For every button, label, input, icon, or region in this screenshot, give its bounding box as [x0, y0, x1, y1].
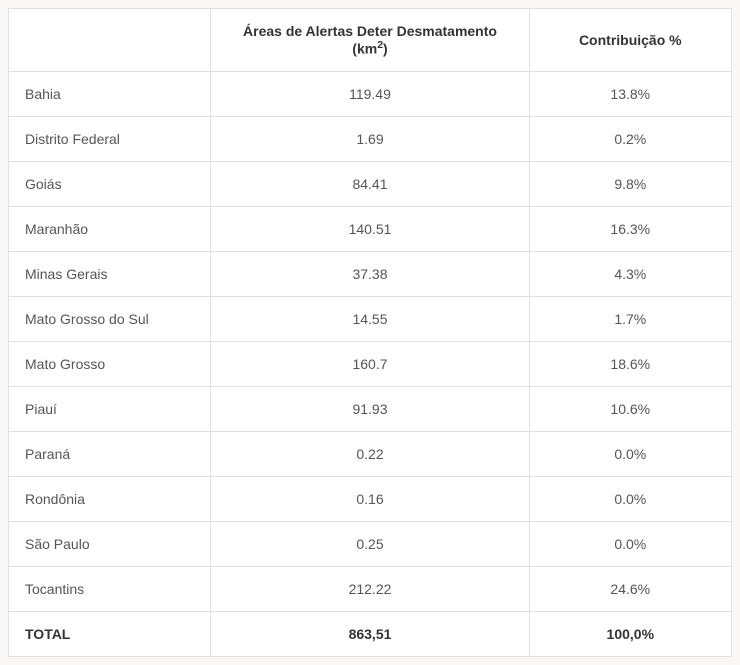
- cell-pct: 0.0%: [529, 431, 731, 476]
- cell-pct: 4.3%: [529, 251, 731, 296]
- header-area-suffix: ): [383, 41, 388, 57]
- cell-state: Tocantins: [9, 566, 211, 611]
- cell-area: 0.25: [211, 521, 529, 566]
- header-area: Áreas de Alertas Deter Desmatamento (km2…: [211, 9, 529, 72]
- cell-pct: 24.6%: [529, 566, 731, 611]
- table-row: Mato Grosso do Sul14.551.7%: [9, 296, 732, 341]
- cell-state: Mato Grosso: [9, 341, 211, 386]
- table-row: Bahia119.4913.8%: [9, 71, 732, 116]
- cell-pct: 0.2%: [529, 116, 731, 161]
- table-row: Distrito Federal1.690.2%: [9, 116, 732, 161]
- table-row: São Paulo0.250.0%: [9, 521, 732, 566]
- cell-pct: 1.7%: [529, 296, 731, 341]
- table-row: Goiás84.419.8%: [9, 161, 732, 206]
- cell-state: Minas Gerais: [9, 251, 211, 296]
- header-pct: Contribuição %: [529, 9, 731, 72]
- table-row: Paraná0.220.0%: [9, 431, 732, 476]
- cell-state: Paraná: [9, 431, 211, 476]
- cell-state: Maranhão: [9, 206, 211, 251]
- cell-area: 160.7: [211, 341, 529, 386]
- cell-pct: 9.8%: [529, 161, 731, 206]
- table-row: Mato Grosso160.718.6%: [9, 341, 732, 386]
- cell-pct: 18.6%: [529, 341, 731, 386]
- cell-state: Rondônia: [9, 476, 211, 521]
- cell-pct: 16.3%: [529, 206, 731, 251]
- cell-area: 212.22: [211, 566, 529, 611]
- cell-pct: 13.8%: [529, 71, 731, 116]
- cell-state: Goiás: [9, 161, 211, 206]
- table-row: Maranhão140.5116.3%: [9, 206, 732, 251]
- deforestation-table: Áreas de Alertas Deter Desmatamento (km 2…: [8, 8, 732, 657]
- cell-state: Bahia: [9, 71, 211, 116]
- cell-pct: 0.0%: [529, 521, 731, 566]
- table-total-row: TOTAL863,51100,0%: [9, 611, 732, 656]
- table-row: Rondônia0.160.0%: [9, 476, 732, 521]
- header-blank: [9, 9, 211, 72]
- cell-state: São Paulo: [9, 521, 211, 566]
- cell-state: Piauí: [9, 386, 211, 431]
- cell-area: 119.49: [211, 71, 529, 116]
- cell-state: Distrito Federal: [9, 116, 211, 161]
- cell-state: Mato Grosso do Sul: [9, 296, 211, 341]
- header-area-prefix: Áreas de Alertas Deter Desmatamento (km: [243, 23, 497, 57]
- cell-area: 0.22: [211, 431, 529, 476]
- table-header-row: Áreas de Alertas Deter Desmatamento (km2…: [9, 9, 732, 72]
- table-row: Minas Gerais37.384.3%: [9, 251, 732, 296]
- cell-area: 14.55: [211, 296, 529, 341]
- total-area: 863,51: [211, 611, 529, 656]
- cell-area: 140.51: [211, 206, 529, 251]
- cell-area: 1.69: [211, 116, 529, 161]
- table-row: Tocantins212.2224.6%: [9, 566, 732, 611]
- total-label: TOTAL: [9, 611, 211, 656]
- cell-area: 37.38: [211, 251, 529, 296]
- total-pct: 100,0%: [529, 611, 731, 656]
- cell-area: 91.93: [211, 386, 529, 431]
- cell-area: 84.41: [211, 161, 529, 206]
- cell-pct: 10.6%: [529, 386, 731, 431]
- cell-area: 0.16: [211, 476, 529, 521]
- table-row: Piauí91.9310.6%: [9, 386, 732, 431]
- cell-pct: 0.0%: [529, 476, 731, 521]
